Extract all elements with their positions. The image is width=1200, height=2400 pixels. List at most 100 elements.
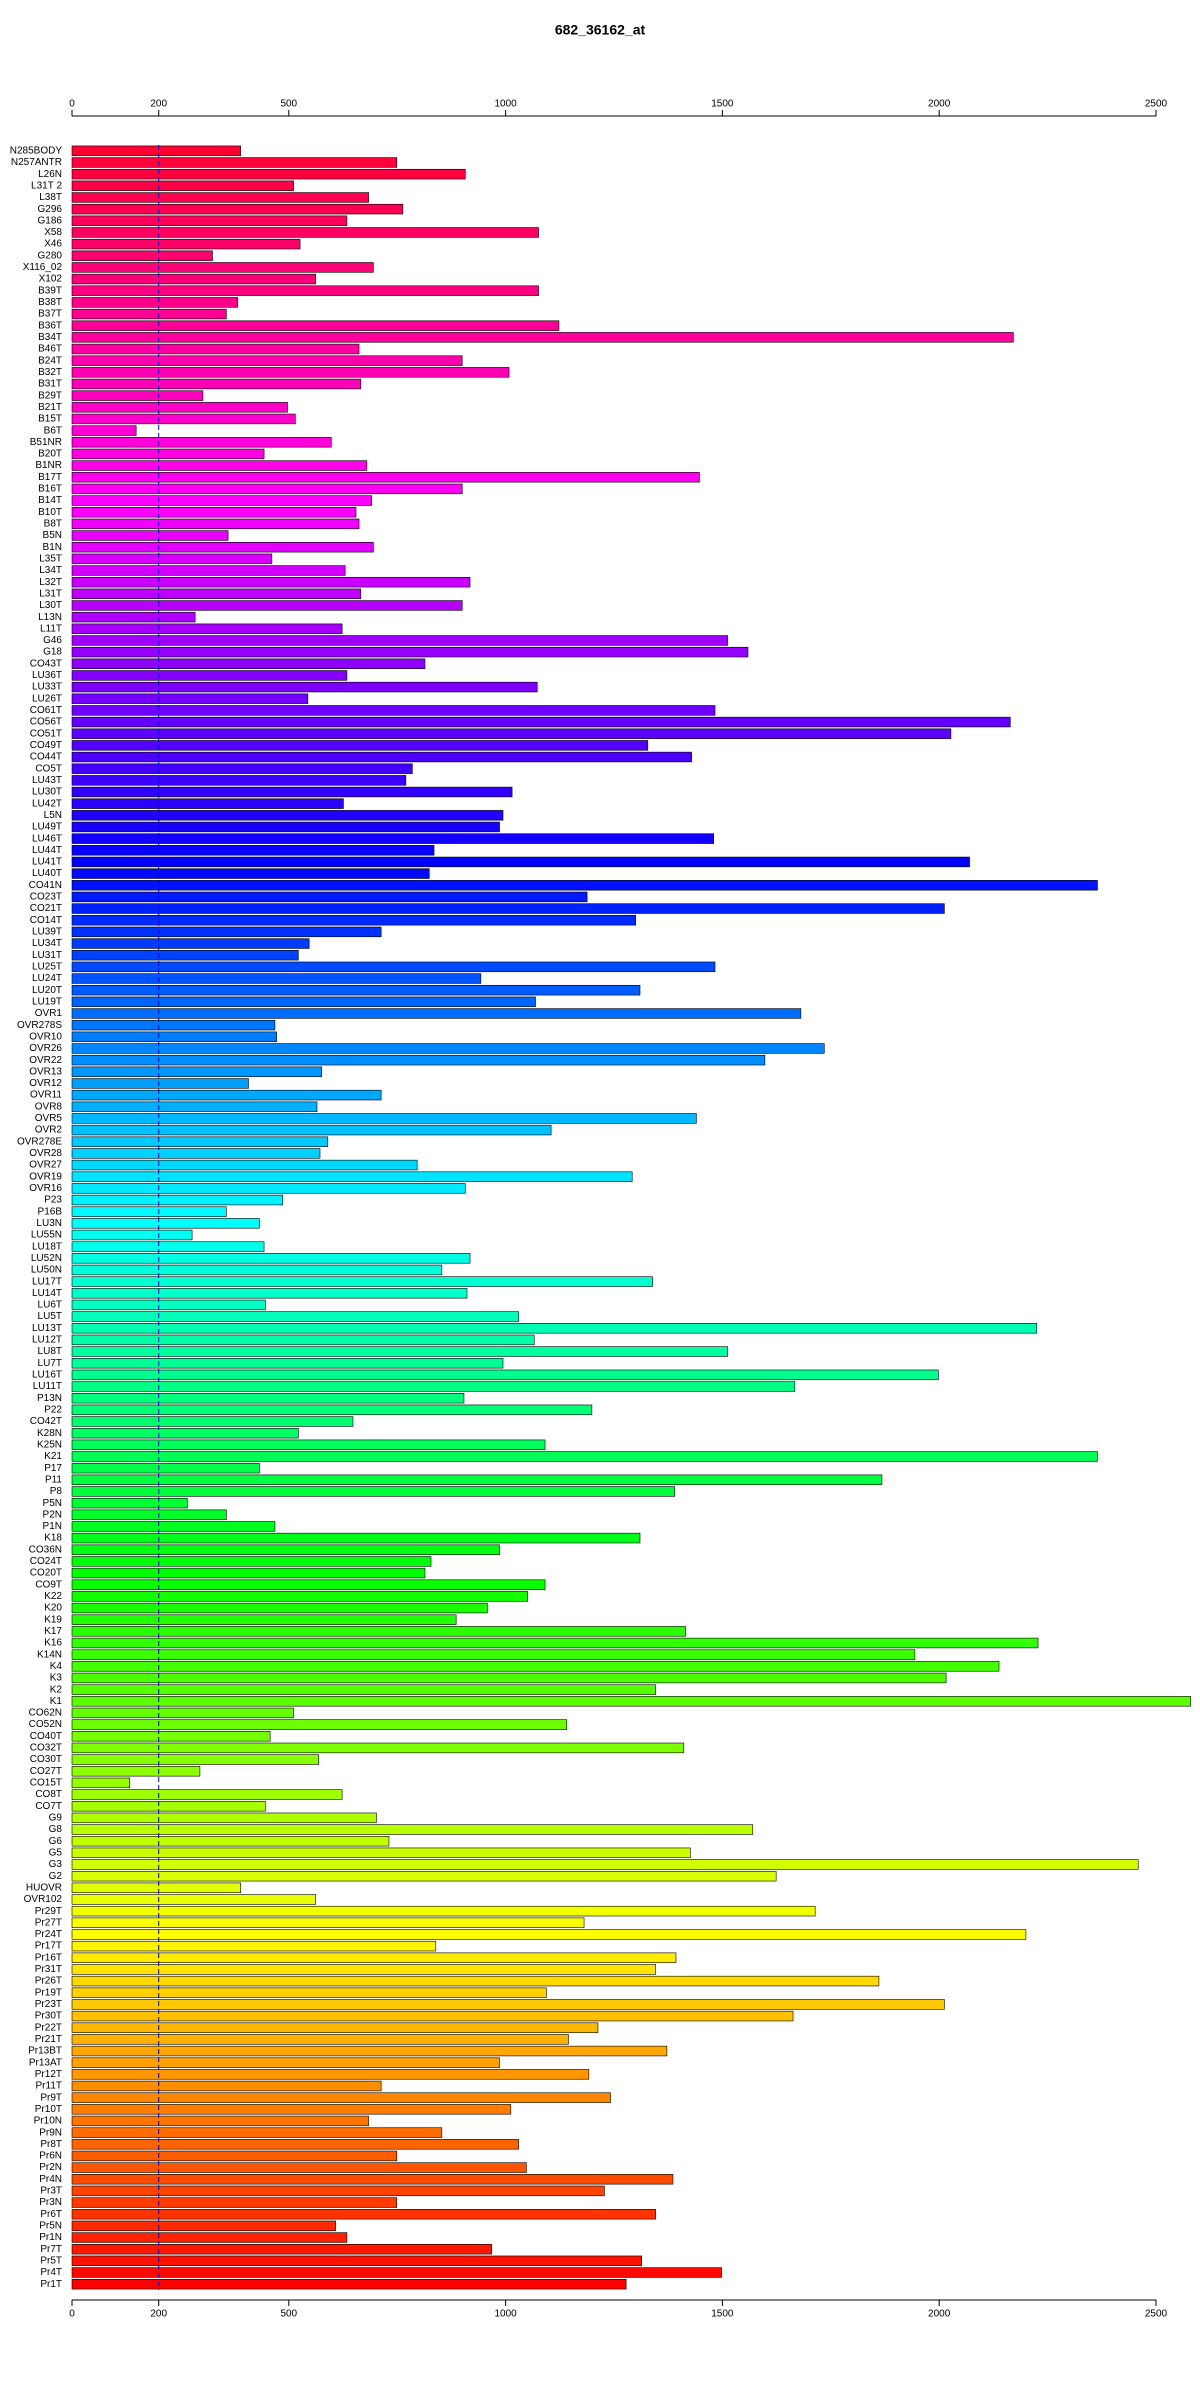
bar — [71, 1591, 529, 1602]
bar — [71, 588, 362, 600]
bar — [71, 2209, 656, 2220]
x-tick-label: 1500 — [711, 2309, 734, 2320]
bar — [71, 1824, 754, 1835]
bar — [71, 192, 369, 203]
y-tick-label: L32T — [39, 577, 62, 588]
y-tick-label: OVR10 — [29, 1031, 62, 1042]
bar — [71, 973, 482, 984]
y-tick-label: Pr9N — [39, 2127, 62, 2138]
bar — [71, 168, 466, 180]
bar — [71, 1905, 816, 1917]
y-tick-label: LU52N — [31, 1253, 62, 1264]
bar — [71, 1183, 466, 1194]
bar — [71, 1509, 227, 1520]
y-tick-label: LU26T — [32, 693, 62, 704]
bar — [71, 1952, 677, 1963]
bar — [71, 1066, 323, 1077]
y-tick-label: CO52N — [29, 1719, 62, 1730]
y-tick-label: L26N — [38, 169, 62, 180]
bar — [71, 1323, 1038, 1334]
bar — [71, 1999, 945, 2010]
bar — [71, 2069, 590, 2080]
y-tick-label: LU12T — [32, 1335, 62, 1346]
y-tick-label: Pr3T — [40, 2186, 62, 2197]
y-tick-label: Pr27T — [35, 1917, 62, 1928]
y-tick-label: CO5T — [35, 763, 62, 774]
bar — [71, 215, 348, 226]
x-tick-label: 2500 — [1145, 2309, 1168, 2320]
y-tick-label: LU18T — [32, 1241, 62, 1252]
y-tick-label: OVR27 — [29, 1160, 62, 1171]
y-tick-label: Pr11T — [36, 2081, 63, 2092]
y-tick-label: LU46T — [32, 833, 62, 844]
bar — [71, 518, 360, 530]
bar — [71, 1649, 916, 1660]
bar — [71, 1334, 535, 1346]
y-tick-label: Pr17T — [35, 1941, 62, 1952]
bar — [71, 880, 1098, 891]
bar — [71, 1171, 633, 1182]
bar — [71, 1532, 641, 1544]
bar — [71, 2115, 369, 2127]
y-tick-label: X58 — [44, 227, 62, 238]
bar — [71, 996, 536, 1008]
bar — [71, 1427, 299, 1439]
bar — [71, 1497, 188, 1509]
bar — [71, 448, 265, 460]
bar — [71, 541, 374, 553]
bar — [71, 402, 288, 413]
bar — [71, 1766, 201, 1777]
bar — [71, 658, 426, 669]
y-tick-label: Pr1T — [40, 2279, 62, 2290]
bar — [71, 1462, 260, 1474]
bar — [71, 1218, 260, 1229]
y-tick-label: N257ANTR — [11, 157, 62, 168]
bar — [71, 1276, 653, 1287]
y-tick-label: X102 — [39, 274, 63, 285]
y-tick-label: N285BODY — [10, 145, 63, 156]
y-tick-label: Pr8T — [40, 2139, 62, 2150]
y-tick-label: Pr29T — [35, 1906, 62, 1917]
y-tick-label: P11 — [45, 1474, 62, 1485]
y-tick-label: Pr13BT — [28, 2046, 62, 2057]
x-tick-label: 1000 — [494, 99, 517, 110]
bar — [71, 1929, 1027, 1940]
y-tick-label: Pr24T — [35, 1929, 62, 1940]
y-tick-label: LU5T — [38, 1311, 62, 1322]
bar — [71, 1940, 437, 1952]
bar — [71, 1556, 432, 1567]
y-tick-label: Pr3N — [39, 2197, 62, 2208]
bar — [71, 950, 299, 961]
y-tick-label: Pr26T — [35, 1976, 62, 1987]
y-tick-label: B1N — [43, 542, 62, 553]
y-tick-label: G9 — [49, 1813, 63, 1824]
bar — [71, 553, 273, 565]
y-tick-label: Pr9T — [40, 2092, 62, 2103]
bar — [71, 2150, 398, 2162]
bar — [71, 728, 952, 739]
y-tick-label: K20 — [44, 1603, 62, 1614]
bar — [71, 1264, 443, 1276]
bar — [71, 1404, 593, 1416]
y-tick-label: G5 — [49, 1847, 63, 1858]
y-tick-label: Pr6N — [39, 2151, 62, 2162]
bar — [71, 1358, 504, 1369]
bar — [71, 1696, 1191, 1707]
y-tick-label: K16 — [44, 1638, 62, 1649]
bar — [71, 635, 728, 646]
y-tick-label: G186 — [38, 215, 63, 226]
bar — [71, 1521, 276, 1532]
y-tick-label: Pr4T — [40, 2267, 62, 2278]
y-tick-label: B32T — [38, 367, 62, 378]
y-tick-label: LU3N — [36, 1218, 62, 1229]
bar — [71, 285, 539, 296]
y-tick-label: OVR26 — [29, 1043, 62, 1054]
y-tick-label: L31T — [39, 588, 62, 599]
y-tick-label: OVR278S — [17, 1020, 62, 1031]
y-tick-label: CO23T — [30, 892, 62, 903]
bar — [71, 868, 430, 879]
bar — [71, 984, 641, 996]
bar — [71, 2244, 493, 2255]
bar — [71, 203, 404, 215]
y-tick-label: K17 — [44, 1626, 62, 1637]
